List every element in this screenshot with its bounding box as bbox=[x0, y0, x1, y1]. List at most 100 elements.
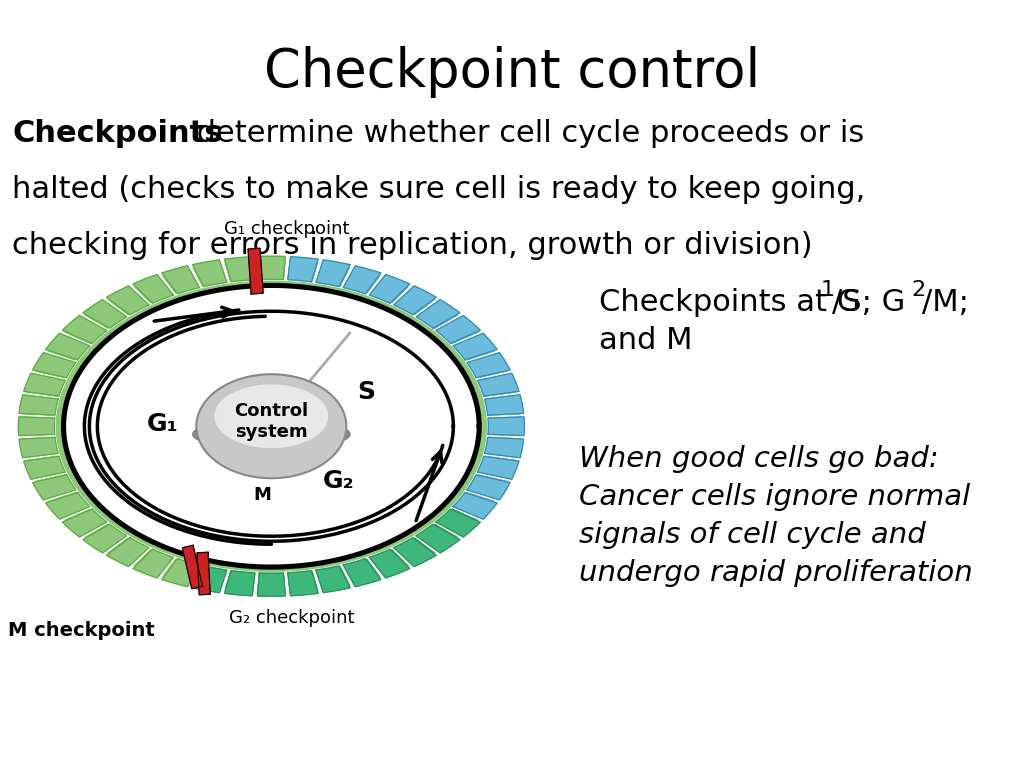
Polygon shape bbox=[368, 277, 409, 306]
Polygon shape bbox=[89, 313, 271, 538]
Polygon shape bbox=[33, 475, 76, 500]
Text: Checkpoints at G: Checkpoints at G bbox=[599, 288, 860, 317]
Polygon shape bbox=[197, 552, 210, 594]
Polygon shape bbox=[19, 438, 58, 458]
Polygon shape bbox=[162, 266, 200, 293]
Text: G₁: G₁ bbox=[146, 412, 178, 435]
Polygon shape bbox=[163, 555, 201, 584]
Polygon shape bbox=[342, 555, 380, 584]
Polygon shape bbox=[36, 354, 79, 379]
Polygon shape bbox=[343, 559, 381, 587]
Polygon shape bbox=[46, 492, 90, 519]
Polygon shape bbox=[225, 260, 255, 286]
Polygon shape bbox=[27, 455, 69, 478]
Polygon shape bbox=[433, 507, 478, 535]
Polygon shape bbox=[24, 373, 66, 396]
Ellipse shape bbox=[66, 287, 477, 565]
Ellipse shape bbox=[193, 419, 350, 450]
Polygon shape bbox=[65, 317, 110, 346]
Ellipse shape bbox=[65, 286, 478, 566]
Polygon shape bbox=[224, 426, 297, 541]
Polygon shape bbox=[450, 491, 495, 518]
Ellipse shape bbox=[56, 281, 486, 571]
Polygon shape bbox=[484, 417, 521, 435]
Polygon shape bbox=[315, 263, 349, 290]
Text: Cancer cells ignore normal: Cancer cells ignore normal bbox=[579, 483, 971, 511]
Text: undergo rapid proliferation: undergo rapid proliferation bbox=[579, 559, 973, 588]
Polygon shape bbox=[480, 437, 520, 457]
Polygon shape bbox=[394, 286, 436, 315]
Polygon shape bbox=[193, 566, 226, 593]
Polygon shape bbox=[194, 263, 227, 290]
Text: determine whether cell cycle proceeds or is: determine whether cell cycle proceeds or… bbox=[187, 119, 864, 148]
Ellipse shape bbox=[65, 286, 478, 566]
Ellipse shape bbox=[197, 374, 346, 478]
Polygon shape bbox=[316, 566, 350, 593]
Polygon shape bbox=[474, 455, 516, 478]
Polygon shape bbox=[22, 417, 58, 435]
Polygon shape bbox=[414, 302, 458, 331]
Polygon shape bbox=[414, 521, 458, 551]
Ellipse shape bbox=[72, 291, 471, 561]
Polygon shape bbox=[477, 373, 519, 396]
Polygon shape bbox=[433, 317, 478, 346]
Polygon shape bbox=[193, 260, 226, 286]
Text: S: S bbox=[357, 379, 375, 404]
Polygon shape bbox=[224, 571, 255, 596]
Polygon shape bbox=[480, 396, 520, 415]
Polygon shape bbox=[83, 525, 127, 553]
Ellipse shape bbox=[75, 293, 468, 559]
Polygon shape bbox=[248, 248, 263, 294]
Polygon shape bbox=[288, 571, 318, 596]
Polygon shape bbox=[85, 521, 129, 551]
Polygon shape bbox=[436, 509, 480, 537]
Polygon shape bbox=[109, 288, 152, 318]
Polygon shape bbox=[368, 546, 409, 575]
Text: and M: and M bbox=[599, 326, 692, 355]
Polygon shape bbox=[65, 507, 110, 535]
Text: halted (checks to make sure cell is ready to keep going,: halted (checks to make sure cell is read… bbox=[12, 175, 865, 204]
Polygon shape bbox=[316, 260, 350, 286]
Polygon shape bbox=[288, 567, 317, 593]
Polygon shape bbox=[416, 525, 460, 553]
Polygon shape bbox=[464, 474, 507, 498]
Polygon shape bbox=[488, 417, 524, 435]
Polygon shape bbox=[134, 546, 175, 575]
Text: /S; G: /S; G bbox=[833, 288, 905, 317]
Polygon shape bbox=[225, 567, 255, 593]
Polygon shape bbox=[106, 286, 148, 315]
Polygon shape bbox=[288, 260, 317, 286]
Polygon shape bbox=[133, 275, 173, 303]
Text: 1: 1 bbox=[821, 280, 836, 300]
Text: signals of cell cycle and: signals of cell cycle and bbox=[579, 521, 926, 549]
Polygon shape bbox=[24, 456, 66, 479]
Polygon shape bbox=[342, 269, 380, 297]
Polygon shape bbox=[484, 438, 523, 458]
Ellipse shape bbox=[71, 290, 472, 562]
Polygon shape bbox=[467, 353, 510, 378]
Polygon shape bbox=[85, 302, 129, 331]
Text: Checkpoint control: Checkpoint control bbox=[264, 46, 760, 98]
Polygon shape bbox=[133, 549, 173, 578]
Polygon shape bbox=[224, 257, 255, 282]
Polygon shape bbox=[391, 288, 434, 318]
Polygon shape bbox=[46, 333, 90, 360]
Ellipse shape bbox=[74, 293, 469, 560]
Polygon shape bbox=[467, 475, 510, 500]
Polygon shape bbox=[436, 316, 480, 343]
Polygon shape bbox=[370, 549, 410, 578]
Polygon shape bbox=[48, 335, 93, 362]
Polygon shape bbox=[23, 396, 62, 415]
Text: 2: 2 bbox=[911, 280, 925, 300]
Polygon shape bbox=[163, 269, 201, 297]
Polygon shape bbox=[464, 354, 507, 379]
Polygon shape bbox=[48, 491, 93, 518]
Polygon shape bbox=[246, 311, 454, 446]
Polygon shape bbox=[484, 395, 523, 415]
Text: checking for errors in replication, growth or division): checking for errors in replication, grow… bbox=[12, 231, 813, 260]
Polygon shape bbox=[36, 474, 79, 498]
Polygon shape bbox=[450, 335, 495, 362]
Polygon shape bbox=[474, 374, 516, 397]
Text: M checkpoint: M checkpoint bbox=[8, 621, 155, 641]
Ellipse shape bbox=[65, 286, 478, 566]
